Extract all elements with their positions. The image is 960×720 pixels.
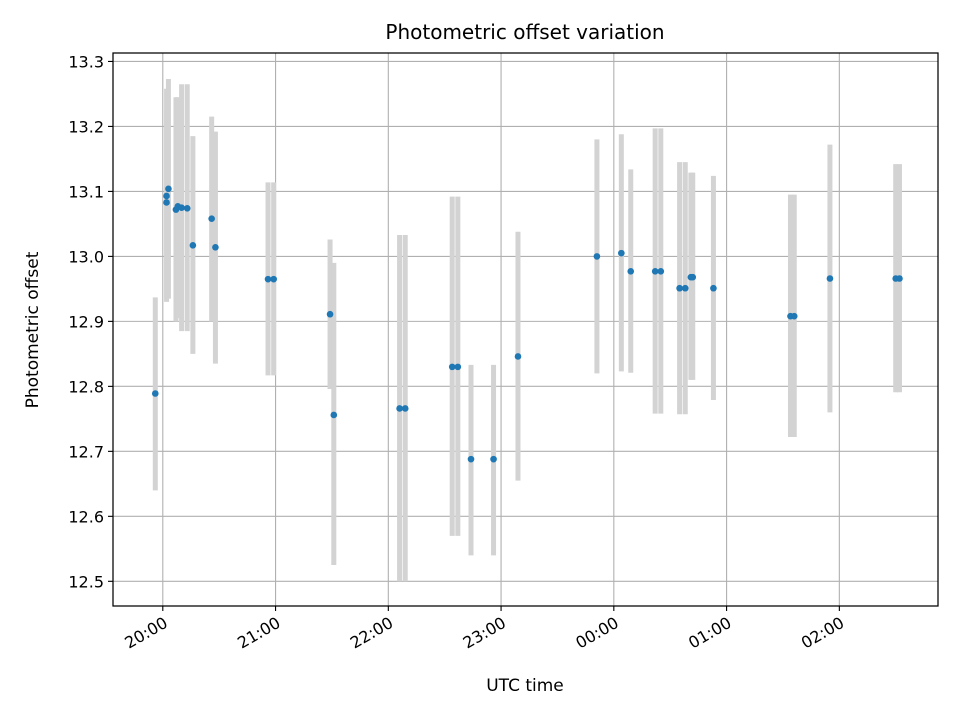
data-point xyxy=(165,185,172,193)
y-tick-label: 13.2 xyxy=(68,117,104,136)
data-point xyxy=(627,268,635,275)
data-point xyxy=(710,284,717,292)
grid xyxy=(113,53,938,606)
y-axis-ticks: 12.5 12.6 12.7 12.8 12.9 13.0 13.1 13.2 13.3 xyxy=(68,52,113,591)
y-tick-label: 12.9 xyxy=(68,312,104,331)
y-tick-label: 12.8 xyxy=(68,377,104,396)
data-point xyxy=(264,275,272,283)
data-point xyxy=(454,363,462,371)
data-point xyxy=(163,199,170,206)
data-point xyxy=(689,273,697,281)
data-point xyxy=(618,249,625,257)
data-point xyxy=(651,268,659,275)
data-point xyxy=(208,215,215,223)
y-tick-label: 13.3 xyxy=(68,52,104,71)
data-point xyxy=(330,411,338,419)
data-point xyxy=(151,390,159,397)
data-point xyxy=(396,405,403,412)
data-point xyxy=(467,455,475,463)
data-point xyxy=(826,275,834,282)
data-point xyxy=(189,242,197,249)
data-point xyxy=(163,192,170,200)
y-tick-label: 12.7 xyxy=(68,442,104,461)
data-point xyxy=(448,363,456,371)
data-point xyxy=(790,312,798,320)
data-point xyxy=(514,353,522,360)
plot-frame xyxy=(112,52,939,607)
y-tick-label: 13.1 xyxy=(68,182,104,201)
data-points xyxy=(151,185,903,463)
data-point xyxy=(326,310,334,318)
y-tick-label: 12.5 xyxy=(68,572,104,591)
data-point xyxy=(401,405,409,412)
data-point xyxy=(183,205,191,212)
data-point xyxy=(681,284,689,292)
data-point xyxy=(676,284,683,292)
x-axis-label: UTC time xyxy=(486,676,564,696)
y-tick-label: 12.6 xyxy=(68,507,104,526)
y-axis-label: Photometric offset xyxy=(23,251,43,408)
data-point xyxy=(657,268,665,275)
data-point xyxy=(490,455,497,463)
data-point xyxy=(212,243,219,251)
chart-title: Photometric offset variation xyxy=(385,20,664,44)
data-point xyxy=(593,253,601,260)
data-point xyxy=(896,275,903,282)
data-point xyxy=(178,204,185,211)
data-point xyxy=(270,275,277,283)
y-tick-label: 13.0 xyxy=(68,247,104,266)
